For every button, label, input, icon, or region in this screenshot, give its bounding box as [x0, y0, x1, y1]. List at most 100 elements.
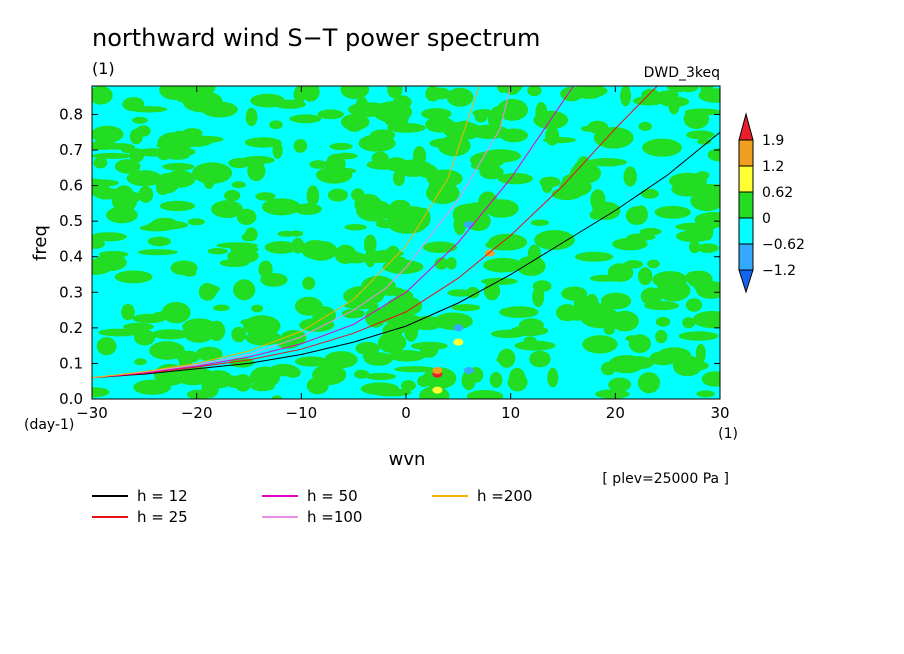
heatmap-cell — [284, 367, 301, 378]
colorbar-label: −1.2 — [762, 263, 796, 279]
x-axis-title: wvn — [389, 449, 426, 470]
level-label: [ plev=25000 Pa ] — [602, 471, 729, 487]
legend-label: h =200 — [477, 487, 532, 505]
heatmap-cell — [608, 377, 632, 392]
heatmap-cell — [453, 213, 467, 236]
heatmap-cell — [623, 166, 637, 187]
heatmap-cell — [555, 304, 579, 322]
dataset-label: DWD_3keq — [644, 65, 720, 81]
plot-area: −30 −20 −10 0 10 20 30 0.00.10.20.30.40.50.60.… — [59, 85, 730, 422]
heatmap-cell — [213, 304, 230, 312]
heatmap-cell — [227, 248, 259, 264]
heatmap-cell — [446, 87, 474, 107]
y-tick-label: 0.3 — [59, 283, 83, 301]
heatmap-cell — [137, 249, 178, 256]
heatmap-cell — [245, 107, 258, 127]
heatmap-cell — [433, 312, 473, 331]
heatmap-cell — [639, 227, 662, 236]
colorbar-label: −0.62 — [762, 237, 805, 253]
heatmap-cell — [121, 304, 135, 321]
heatmap-cell — [261, 198, 301, 216]
heatmap-cell — [529, 350, 551, 368]
heatmap-cell — [411, 164, 438, 175]
heatmap-cell — [642, 138, 682, 157]
heatmap-cell — [626, 233, 656, 241]
heatmap-cell — [592, 201, 621, 220]
dispersion-curve — [92, 86, 574, 379]
heatmap-cell — [255, 192, 276, 201]
colorbar-top-triangle — [738, 112, 754, 141]
heatmap-cell — [161, 301, 191, 324]
colorbar-label: 1.9 — [762, 133, 784, 149]
heatmap-cell — [241, 233, 254, 242]
heatmap-cell — [400, 380, 416, 391]
heatmap-cell — [437, 135, 471, 157]
heatmap-cell — [612, 237, 648, 251]
heatmap-cell — [248, 376, 265, 384]
heatmap-cell — [647, 259, 660, 269]
heatmap-cell — [251, 304, 264, 313]
heatmap-cell — [179, 367, 192, 382]
heatmap-cell — [696, 171, 710, 180]
heatmap-cell — [654, 205, 691, 219]
heatmap-cell — [164, 170, 196, 188]
heatmap-cell — [372, 388, 412, 397]
heatmap-cell — [698, 88, 720, 103]
heatmap-cell — [559, 177, 592, 197]
heatmap-cell — [147, 236, 171, 247]
heatmap-cell — [324, 351, 358, 369]
heatmap-cell — [586, 158, 628, 167]
y-tick-label: 0.4 — [59, 248, 83, 266]
heatmap-cell — [114, 159, 141, 174]
heatmap-cell — [581, 303, 614, 314]
heatmap-cell — [192, 162, 233, 184]
heatmap-cell — [489, 371, 503, 388]
heatmap-cell — [381, 302, 401, 324]
heatmap-cell — [132, 313, 167, 324]
y-tick-label: 0.7 — [59, 141, 83, 159]
heatmap-cell — [341, 308, 365, 319]
heatmap-cell — [707, 148, 720, 162]
heatmap-cell — [93, 157, 108, 169]
x-tick-label: 20 — [606, 404, 625, 422]
heatmap-cell — [200, 284, 219, 297]
colorbar-bottom-triangle — [738, 269, 754, 294]
x-tick-label: −20 — [181, 404, 213, 422]
heatmap-cell — [174, 89, 200, 104]
dispersion-curves — [92, 86, 720, 379]
heatmap-cell — [666, 86, 691, 93]
heatmap-cell — [675, 230, 712, 243]
heatmap-cell — [523, 336, 537, 347]
heatmap-cell — [701, 371, 720, 387]
heatmap-cell — [421, 108, 452, 120]
heatmap-cell — [358, 134, 396, 152]
x-tick-label: −10 — [286, 404, 318, 422]
heatmap-cell — [293, 203, 322, 215]
heatmap-cell — [499, 306, 539, 318]
heatmap-cell — [293, 139, 308, 153]
heatmap-cell — [294, 356, 329, 367]
heatmap-cell — [638, 121, 652, 131]
heatmap-cell — [471, 153, 507, 165]
heatmap-cell — [621, 356, 655, 370]
heatmap-cell — [475, 125, 487, 136]
heatmap-cell — [244, 137, 282, 148]
heatmap-cell — [625, 335, 639, 342]
heatmap-cell — [394, 366, 435, 373]
heatmap-cell — [306, 185, 320, 207]
heatmap-cell — [634, 205, 648, 223]
heatmap-cell — [461, 370, 476, 391]
heatmap-cell — [689, 240, 701, 254]
heatmap-cell — [372, 101, 413, 123]
heatmap-cell — [516, 256, 546, 276]
heatmap-cell — [175, 134, 214, 147]
heatmap-cell — [312, 306, 336, 325]
heatmap-cell — [187, 218, 205, 226]
legend: h = 12 h = 25 h = 50 h =100 h =200 — [92, 487, 532, 526]
colorbar-segment — [738, 165, 754, 193]
heatmap-highlights — [432, 221, 495, 394]
heatmap-cell — [434, 257, 449, 270]
colorbar-segment — [738, 217, 754, 245]
heatmap-cell — [471, 206, 509, 214]
colorbar-label: 0.62 — [762, 185, 793, 201]
